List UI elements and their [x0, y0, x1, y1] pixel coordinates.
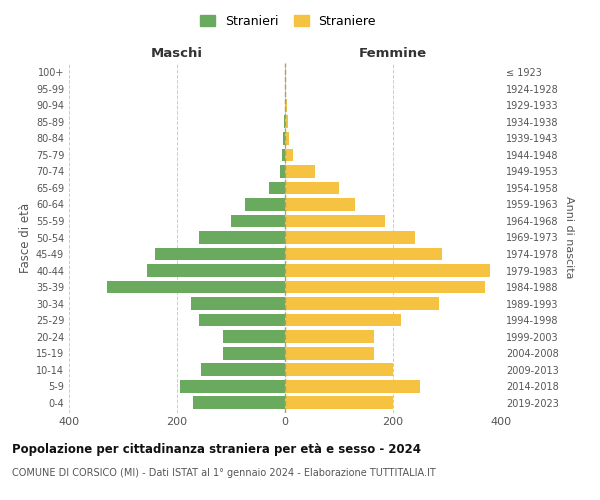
- Bar: [148, 264, 285, 277]
- Y-axis label: Anni di nascita: Anni di nascita: [564, 196, 574, 278]
- Bar: [193, 396, 285, 409]
- Bar: [202, 363, 285, 376]
- Bar: [283, 148, 285, 162]
- Bar: [285, 132, 289, 145]
- Bar: [223, 330, 285, 343]
- Bar: [285, 314, 401, 326]
- Bar: [180, 380, 285, 392]
- Bar: [285, 165, 314, 178]
- Bar: [269, 182, 285, 194]
- Bar: [285, 148, 293, 162]
- Bar: [245, 198, 285, 211]
- Legend: Stranieri, Straniere: Stranieri, Straniere: [196, 11, 380, 32]
- Bar: [285, 396, 393, 409]
- Bar: [191, 297, 285, 310]
- Bar: [285, 380, 420, 392]
- Bar: [285, 346, 374, 360]
- Bar: [285, 248, 442, 260]
- Bar: [280, 165, 285, 178]
- Bar: [285, 363, 393, 376]
- Bar: [285, 297, 439, 310]
- Text: Femmine: Femmine: [359, 47, 427, 60]
- Text: COMUNE DI CORSICO (MI) - Dati ISTAT al 1° gennaio 2024 - Elaborazione TUTTITALIA: COMUNE DI CORSICO (MI) - Dati ISTAT al 1…: [12, 468, 436, 477]
- Bar: [285, 214, 385, 228]
- Bar: [199, 231, 285, 244]
- Bar: [284, 116, 285, 128]
- Bar: [285, 198, 355, 211]
- Bar: [223, 346, 285, 360]
- Bar: [285, 66, 286, 79]
- Bar: [285, 264, 490, 277]
- Bar: [231, 214, 285, 228]
- Bar: [155, 248, 285, 260]
- Bar: [285, 280, 485, 293]
- Bar: [285, 116, 288, 128]
- Bar: [107, 280, 285, 293]
- Bar: [285, 182, 339, 194]
- Bar: [285, 231, 415, 244]
- Bar: [283, 132, 285, 145]
- Bar: [199, 314, 285, 326]
- Text: Popolazione per cittadinanza straniera per età e sesso - 2024: Popolazione per cittadinanza straniera p…: [12, 442, 421, 456]
- Text: Maschi: Maschi: [151, 47, 203, 60]
- Bar: [285, 330, 374, 343]
- Y-axis label: Fasce di età: Fasce di età: [19, 202, 32, 272]
- Bar: [285, 99, 287, 112]
